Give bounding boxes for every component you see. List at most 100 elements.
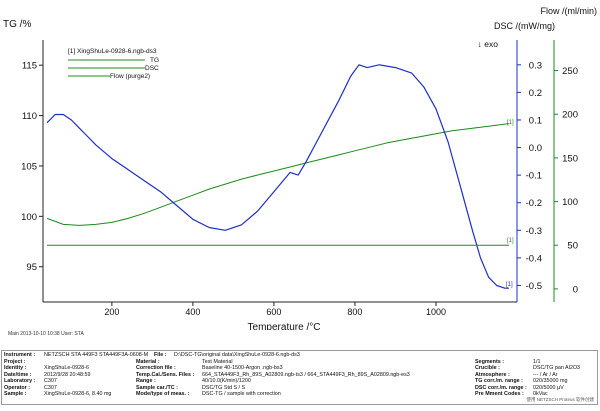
info-col1-label: Identity : bbox=[4, 365, 27, 372]
instrument-value: NETZSCH STA 449F3 STA449F3A-0608-M bbox=[44, 352, 149, 358]
flow-tick-label: 150 bbox=[562, 153, 578, 164]
flow-tick-label: 100 bbox=[562, 197, 578, 208]
info-col1-label: Project : bbox=[4, 359, 26, 365]
series-line-tg bbox=[46, 123, 509, 226]
dsc-tick-label: 0.3 bbox=[529, 60, 542, 71]
info-col1-label: Date/time : bbox=[4, 371, 32, 378]
info-col3-label: TG corr./m. range : bbox=[475, 378, 523, 385]
dsc-axis-title: DSC /(mW/mg) bbox=[494, 21, 555, 31]
tg-axis-title: TG /% bbox=[3, 19, 31, 30]
dsc-curve-marker: [1] bbox=[506, 282, 513, 288]
tg-axis-ticks: 95 100 105 110 115 bbox=[21, 61, 43, 273]
dsc-tick-label: 0.2 bbox=[529, 88, 542, 99]
legend-label-dsc: DSC bbox=[145, 65, 159, 72]
instrument-row: Instrument : NETZSCH STA 449F3 STA449F3A… bbox=[4, 352, 594, 358]
exo-marker: ↓ exo bbox=[478, 39, 499, 49]
footer-status-line: Main 2013-10-10 10:38 User: STA bbox=[8, 331, 84, 337]
info-col3-label: DSC corr./m. range : bbox=[475, 384, 527, 391]
chart-canvas: TG /% Flow /(ml/min) DSC /(mW/mg) ↓ exo … bbox=[3, 6, 598, 330]
x-tick-label: 200 bbox=[104, 307, 119, 317]
measurement-info-table: Instrument : NETZSCH STA 449F3 STA449F3A… bbox=[1, 350, 598, 405]
dsc-tick-label: 0.0 bbox=[529, 143, 542, 154]
dsc-tick-label: -0.4 bbox=[526, 253, 542, 264]
dsc-tick-label: 0.1 bbox=[529, 115, 542, 126]
tg-tick-label: 115 bbox=[22, 61, 37, 72]
series-line-dsc bbox=[46, 64, 509, 289]
info-col3-row: DSC corr./m. range : 020/5000 µV bbox=[475, 385, 597, 391]
info-col3-value: --- / Ar / Ar bbox=[533, 371, 558, 378]
x-tick-label: 600 bbox=[266, 307, 281, 317]
x-tick-label: 1000 bbox=[426, 307, 446, 317]
dsc-axis-ticks: 0.3 0.2 0.1 0.0 -0.1 -0.2 -0.3 -0.4 -0.5 bbox=[517, 60, 542, 292]
info-col1-value: XingShuLe-0928-6, 8.40 mg bbox=[44, 390, 112, 397]
x-tick-label: 800 bbox=[347, 307, 362, 317]
tg-tick-label: 105 bbox=[21, 161, 37, 172]
info-col1-label: Laboratory : bbox=[4, 378, 36, 385]
info-col3-label: Pre Mment Codes : bbox=[475, 390, 524, 397]
info-col2-row: Temp.Cal./Sens. Files : 664_STA449F3_Rh_8… bbox=[136, 372, 478, 378]
file-label: File : bbox=[154, 352, 167, 358]
info-col2-value: DSC/TG Std S / S bbox=[202, 384, 246, 391]
legend: [1] XingShuLe-0928-6.ngb-ds3 TG DSC Flow… bbox=[68, 48, 159, 80]
info-col1-value: C307 bbox=[44, 378, 57, 385]
flow-tick-label: 0 bbox=[573, 284, 578, 295]
info-col1-value: C307 bbox=[44, 384, 57, 391]
info-col2-value: 664_STA449F3_Rh_89S_A02809.ngb-ts3 / 664… bbox=[202, 371, 410, 378]
info-col2-value: Baseline 40-1500-Argon .ngb-bs3 bbox=[202, 365, 283, 372]
info-col2-value: DSC-TG / sample with correction bbox=[202, 390, 281, 397]
info-col1-value: XingShuLe-0928-6 bbox=[44, 365, 89, 372]
info-col3-label: Atmosphere : bbox=[475, 371, 510, 378]
info-col3-row: Segments : 1/1 bbox=[475, 359, 597, 365]
dsc-tick-label: -0.1 bbox=[526, 171, 542, 182]
legend-label-tg: TG bbox=[150, 57, 159, 64]
dsc-tick-label: -0.3 bbox=[526, 226, 542, 237]
dsc-tick-label: -0.5 bbox=[526, 281, 542, 292]
flow-axis-title: Flow /(ml/min) bbox=[541, 6, 598, 16]
info-col1-value: 2012/9/28 20:48:59 bbox=[44, 371, 91, 378]
tg-tick-label: 95 bbox=[26, 262, 37, 273]
info-col1-row: Project : bbox=[4, 359, 132, 365]
dsc-tick-label: -0.2 bbox=[526, 198, 542, 209]
legend-header: [1] XingShuLe-0928-6.ngb-ds3 bbox=[68, 48, 157, 55]
info-col3-value: 020/35000 mg bbox=[533, 378, 568, 385]
info-col2-row: Range : 40/10.0(K/min)/1200 bbox=[136, 378, 478, 384]
info-col2-label: Material : bbox=[136, 359, 160, 365]
info-col3-row: TG corr./m. range : 020/35000 mg bbox=[475, 378, 597, 384]
info-col2-row: Mode/type of meas. : DSC-TG / sample with… bbox=[136, 391, 478, 397]
tg-curve-marker: [1] bbox=[507, 120, 514, 126]
info-col3-row: Crucible : DSC/TG pan Al2O3 bbox=[475, 365, 597, 371]
info-col2-label: Correction file : bbox=[136, 365, 176, 372]
info-col1-row: Operator : C307 bbox=[4, 385, 132, 391]
info-col2-row: Sample car./TC : DSC/TG Std S / S bbox=[136, 385, 478, 391]
tg-tick-label: 100 bbox=[21, 212, 37, 223]
info-col1-label: Operator : bbox=[4, 384, 31, 391]
legend-label-flow: Flow (purge2) bbox=[110, 73, 150, 80]
x-tick-label: 400 bbox=[185, 307, 200, 317]
info-col3-row: Pre Mment Codes : 0kVac bbox=[475, 391, 597, 397]
info-col3-value: 020/5000 µV bbox=[533, 384, 564, 391]
flow-curve-marker: [1] bbox=[507, 238, 514, 244]
info-column-2: Material : Test Material Correction file :… bbox=[136, 359, 478, 397]
info-col1-row: Laboratory : C307 bbox=[4, 378, 132, 384]
info-col1-row: Sample : XingShuLe-0928-6, 8.40 mg bbox=[4, 391, 132, 397]
file-value: D:\DSC-TG\original data\XingShuLe-0928-6… bbox=[174, 352, 300, 358]
tg-tick-label: 110 bbox=[22, 111, 37, 122]
info-col3-label: Segments : bbox=[475, 359, 505, 365]
info-col1-label: Sample : bbox=[4, 390, 27, 397]
info-col3-value: 0kVac bbox=[533, 390, 548, 397]
info-col2-label: Mode/type of meas. : bbox=[136, 390, 190, 397]
info-col2-label: Sample car./TC : bbox=[136, 384, 178, 391]
info-col3-value: DSC/TG pan Al2O3 bbox=[533, 365, 581, 372]
info-col2-value: 40/10.0(K/min)/1200 bbox=[202, 378, 251, 385]
info-col2-row: Material : Test Material bbox=[136, 359, 478, 365]
info-col2-label: Temp.Cal./Sens. Files : bbox=[136, 371, 195, 378]
info-col3-label: Crucible : bbox=[475, 365, 500, 372]
info-col1-row: Identity : XingShuLe-0928-6 bbox=[4, 365, 132, 371]
info-column-1: Project : Identity : XingShuLe-0928-6 Date/… bbox=[4, 359, 132, 397]
info-col2-value: Test Material bbox=[202, 359, 233, 365]
x-axis-ticks: 200 400 600 800 1000 bbox=[104, 302, 446, 317]
curves bbox=[46, 64, 509, 289]
info-col3-row: Atmosphere : --- / Ar / Ar bbox=[475, 372, 597, 378]
info-col3-value: 1/1 bbox=[533, 359, 541, 365]
info-column-3: Segments :1/1 Crucible : DSC/TG pan Al2O3 A… bbox=[475, 359, 597, 397]
